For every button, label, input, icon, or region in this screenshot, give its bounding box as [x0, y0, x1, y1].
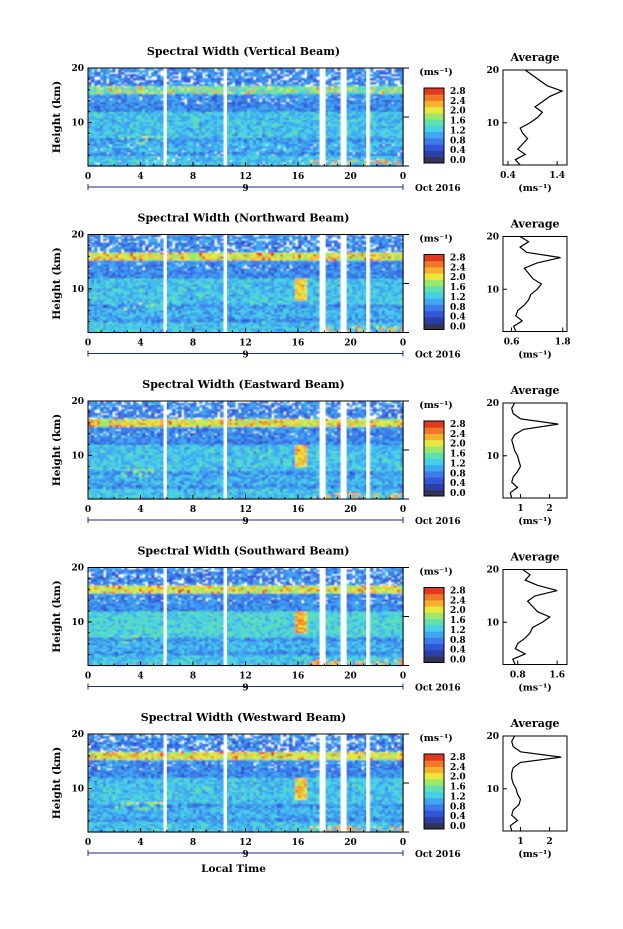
colorbar-swatch: [424, 151, 444, 158]
colorbar-unit: (ms⁻¹): [419, 67, 453, 78]
heatmap-cell: [103, 239, 107, 242]
colorbar-tick-label: 2.0: [450, 107, 466, 117]
heatmap-cells: [88, 68, 404, 167]
profile-x-label: (ms⁻¹): [518, 183, 552, 194]
colorbar-swatch: [424, 94, 444, 101]
heatmap: [88, 235, 409, 334]
colorbar-swatch: [424, 132, 444, 139]
y-tick-label: 20: [71, 64, 84, 74]
heatmap-cell: [112, 70, 116, 73]
panel-title: Spectral Width (Vertical Beam): [147, 45, 340, 58]
heatmap-cell: [229, 245, 233, 248]
panel-title: Spectral Width (Northward Beam): [138, 212, 350, 225]
y-axis-label: Height (km): [51, 81, 63, 153]
colorbar-tick-label: 0.4: [450, 146, 466, 156]
colorbar-tick-label: 2.8: [450, 87, 466, 97]
x-tick-label: 0: [400, 172, 406, 182]
colorbar-swatch: [424, 144, 444, 151]
x-tick-label: 16: [292, 172, 305, 182]
heatmap-cell: [187, 80, 191, 83]
colorbar-swatch: [424, 126, 444, 133]
panels-container: Spectral Width (Vertical Beam) 20 10 Height…: [51, 45, 571, 875]
profile-title: Average: [509, 51, 559, 64]
panel-2: Spectral Width (Northward Beam)2010Heigh…: [51, 212, 571, 361]
data-gap: [341, 68, 346, 166]
profile-y-tick-label: 20: [486, 66, 499, 76]
heatmap-cell: [286, 74, 290, 77]
colorbar-swatch: [424, 157, 444, 164]
y-tick-label: 10: [71, 118, 84, 128]
data-gap: [225, 68, 228, 166]
x-tick-label: 20: [344, 172, 357, 182]
colorbar-swatch: [424, 138, 444, 145]
heatmap-cell: [307, 82, 311, 85]
colorbar-swatch: [424, 107, 444, 114]
panel-1: Spectral Width (Vertical Beam) 20 10 Height…: [51, 45, 567, 194]
colorbar: (ms⁻¹) 0.00.40.81.21.62.02.42.8: [419, 67, 465, 166]
x-tick-label: 8: [190, 172, 196, 182]
data-gap: [366, 68, 369, 166]
average-profile: Average 20 10 0.4 1.4 (ms⁻¹): [486, 51, 567, 194]
month-label: Oct 2016: [415, 184, 461, 194]
x-tick-label: 0: [85, 172, 91, 182]
x-tick-label: 12: [239, 172, 252, 182]
heatmap-cell: [370, 245, 374, 248]
heatmap-cell: [373, 82, 377, 85]
colorbar-tick-label: 1.2: [450, 126, 466, 136]
colorbar-tick-label: 0.0: [450, 156, 466, 166]
data-gap: [320, 68, 325, 166]
heatmap-cell: [337, 78, 341, 81]
colorbar-swatch: [424, 119, 444, 126]
colorbar-tick-label: 0.8: [450, 136, 466, 146]
colorbar-swatch: [424, 101, 444, 108]
profile-x-tick-label: 0.4: [500, 171, 516, 181]
colorbar-tick-label: 2.4: [450, 97, 466, 107]
heatmap-cell: [337, 237, 341, 240]
x-tick-label: 4: [137, 172, 143, 182]
heatmap-cell: [175, 76, 179, 79]
colorbar-swatch: [424, 88, 444, 95]
data-gap: [164, 68, 167, 166]
heatmap-cell: [175, 72, 179, 75]
heatmap: [88, 68, 409, 167]
profile-x-tick-label: 1.4: [549, 171, 565, 181]
profile-y-tick-label: 10: [486, 119, 499, 129]
heatmap-cells: [88, 235, 404, 334]
colorbar-tick-label: 1.6: [450, 117, 466, 127]
profile-frame: [503, 70, 567, 165]
heatmap-cell: [148, 76, 152, 79]
date-label: 9: [242, 184, 248, 194]
colorbar-swatch: [424, 113, 444, 120]
